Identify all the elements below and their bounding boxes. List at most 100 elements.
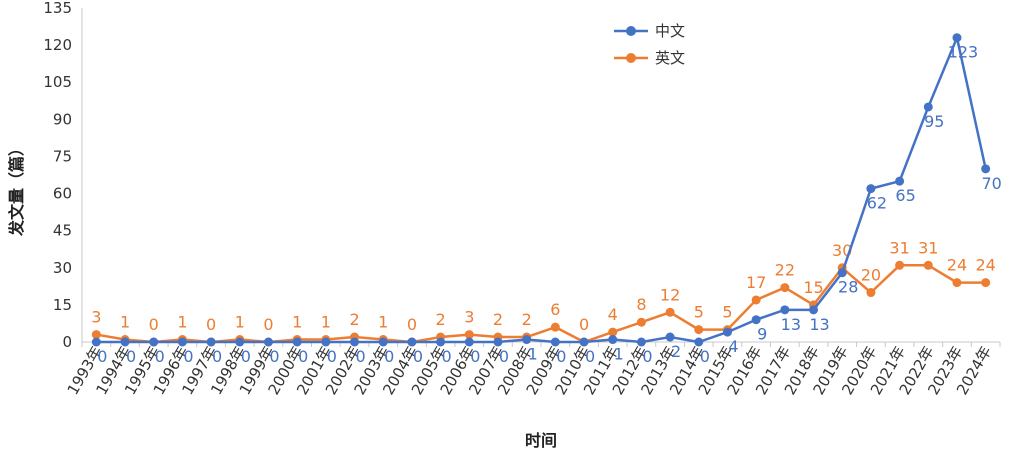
data-label: 1 — [120, 313, 130, 332]
data-label: 6 — [550, 300, 560, 319]
data-label: 2 — [522, 310, 532, 329]
data-label: 4 — [608, 305, 618, 324]
y-tick-label: 75 — [53, 147, 72, 165]
data-point — [665, 307, 675, 317]
legend-item: 英文 — [614, 49, 685, 67]
data-point — [981, 278, 991, 288]
data-point — [464, 337, 474, 347]
data-point — [895, 260, 905, 270]
data-label: 0 — [384, 347, 394, 366]
data-point — [952, 278, 962, 288]
data-label: 0 — [298, 347, 308, 366]
data-label: 31 — [889, 238, 909, 257]
data-point — [263, 337, 273, 347]
data-point — [751, 315, 761, 325]
data-point — [321, 337, 331, 347]
data-label: 62 — [867, 194, 887, 213]
y-tick-label: 15 — [53, 296, 72, 314]
data-point — [120, 337, 130, 347]
data-point — [608, 335, 618, 345]
legend-marker — [626, 53, 636, 63]
data-label: 70 — [981, 174, 1001, 193]
data-point — [751, 295, 761, 305]
y-axis-title: 发文量（篇） — [7, 140, 26, 237]
data-label: 2 — [436, 310, 446, 329]
data-label: 24 — [947, 256, 967, 275]
y-tick-label: 135 — [43, 0, 72, 17]
data-point — [493, 337, 503, 347]
data-point — [636, 337, 646, 347]
data-label: 0 — [97, 347, 107, 366]
data-label: 28 — [838, 278, 858, 297]
y-tick-label: 60 — [53, 185, 72, 203]
legend-item: 中文 — [614, 22, 685, 40]
y-tick-label: 45 — [53, 222, 72, 240]
y-tick-label: 120 — [43, 36, 72, 54]
data-point — [292, 337, 302, 347]
y-axis: 0 15 30 45 60 75 90 105 120 135 — [43, 0, 83, 351]
data-point — [952, 33, 962, 43]
data-label: 2 — [493, 310, 503, 329]
data-point — [91, 337, 101, 347]
data-label: 0 — [126, 347, 136, 366]
data-label: 13 — [781, 315, 801, 334]
data-point — [464, 330, 474, 340]
data-point — [608, 327, 618, 337]
data-label: 0 — [212, 347, 222, 366]
y-tick-label: 30 — [53, 259, 72, 277]
data-point — [579, 337, 589, 347]
data-point — [522, 335, 532, 345]
data-label: 0 — [263, 315, 273, 334]
data-label: 0 — [642, 347, 652, 366]
data-point — [350, 337, 360, 347]
data-label: 95 — [924, 112, 944, 131]
data-label: 24 — [975, 256, 995, 275]
data-label: 0 — [499, 347, 509, 366]
data-label: 65 — [895, 186, 915, 205]
data-label: 0 — [579, 315, 589, 334]
data-point — [91, 330, 101, 340]
data-point — [866, 288, 876, 298]
data-point — [407, 337, 417, 347]
data-label: 0 — [241, 347, 251, 366]
data-point — [694, 337, 704, 347]
y-tick-label: 90 — [53, 110, 72, 128]
data-label: 12 — [660, 285, 680, 304]
data-point — [780, 283, 790, 293]
data-label: 123 — [948, 43, 979, 62]
data-label: 0 — [183, 347, 193, 366]
legend-label: 英文 — [655, 49, 685, 67]
data-label: 5 — [694, 303, 704, 322]
data-point — [436, 337, 446, 347]
data-label: 1 — [614, 345, 624, 364]
x-axis-title: 时间 — [525, 431, 557, 450]
series-line — [96, 264, 986, 344]
data-label: 22 — [775, 261, 795, 280]
data-point — [177, 337, 187, 347]
data-point — [837, 268, 847, 278]
data-point — [809, 305, 819, 315]
data-label: 0 — [442, 347, 452, 366]
data-point — [636, 317, 646, 327]
data-point — [235, 337, 245, 347]
data-label: 2 — [671, 342, 681, 361]
data-label: 5 — [722, 303, 732, 322]
data-label: 0 — [149, 315, 159, 334]
data-point — [866, 184, 876, 194]
data-label: 4 — [728, 337, 738, 356]
data-label: 0 — [355, 347, 365, 366]
data-point — [378, 337, 388, 347]
series-line — [96, 36, 987, 344]
data-point — [550, 322, 560, 332]
data-point — [895, 176, 905, 186]
data-label: 3 — [464, 308, 474, 327]
data-point — [780, 305, 790, 315]
data-point — [923, 260, 933, 270]
data-label: 17 — [746, 273, 766, 292]
data-label: 0 — [556, 347, 566, 366]
